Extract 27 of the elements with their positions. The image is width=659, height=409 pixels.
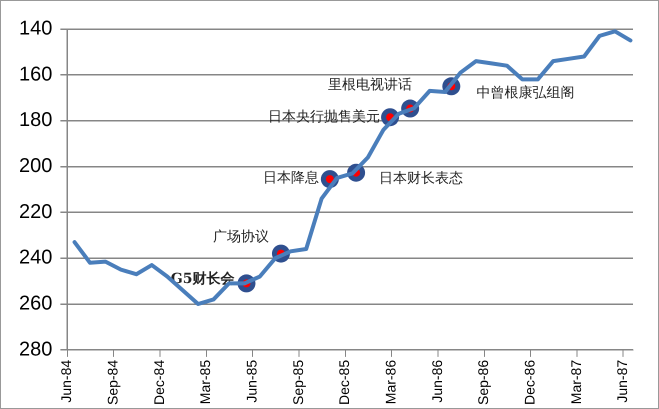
annotation: 日本财长表态 bbox=[379, 170, 464, 186]
x-tick-label: Sep-85 bbox=[290, 360, 306, 406]
x-tick-label: Jun-87 bbox=[614, 360, 630, 403]
x-tick-label: Dec-85 bbox=[336, 360, 352, 405]
y-tick-label: 160 bbox=[18, 63, 52, 86]
annotation: 广场协议 bbox=[212, 229, 269, 246]
y-tick-label: 140 bbox=[18, 18, 52, 40]
x-tick-label: Mar-85 bbox=[197, 360, 214, 404]
annotation: 里根电视讲话 bbox=[328, 77, 412, 94]
y-tick-label: 240 bbox=[18, 246, 52, 269]
x-tick-label: Jun-85 bbox=[244, 360, 260, 403]
annotation: 日本降息 bbox=[262, 170, 319, 186]
y-tick-label: 180 bbox=[18, 109, 52, 132]
x-tick-label: Dec-86 bbox=[521, 360, 538, 405]
y-tick-label: 280 bbox=[18, 338, 52, 360]
x-tick-label: Mar-86 bbox=[382, 360, 398, 404]
x-tick-label: Dec-84 bbox=[150, 360, 167, 405]
y-tick-label: 200 bbox=[18, 155, 52, 178]
annotation: 日本央行抛售美元 bbox=[268, 108, 380, 125]
x-tick-label: Mar-87 bbox=[568, 360, 584, 404]
x-tick-label: Sep-84 bbox=[104, 360, 121, 406]
y-tick-label: 220 bbox=[18, 200, 52, 223]
annotation: 中曾根康弘组阁 bbox=[476, 84, 574, 101]
y-tick-label: 260 bbox=[18, 292, 52, 315]
x-tick-label: Jun-84 bbox=[58, 360, 74, 403]
x-tick-label: Sep-86 bbox=[475, 360, 492, 406]
x-tick-label: Jun-86 bbox=[428, 360, 445, 403]
